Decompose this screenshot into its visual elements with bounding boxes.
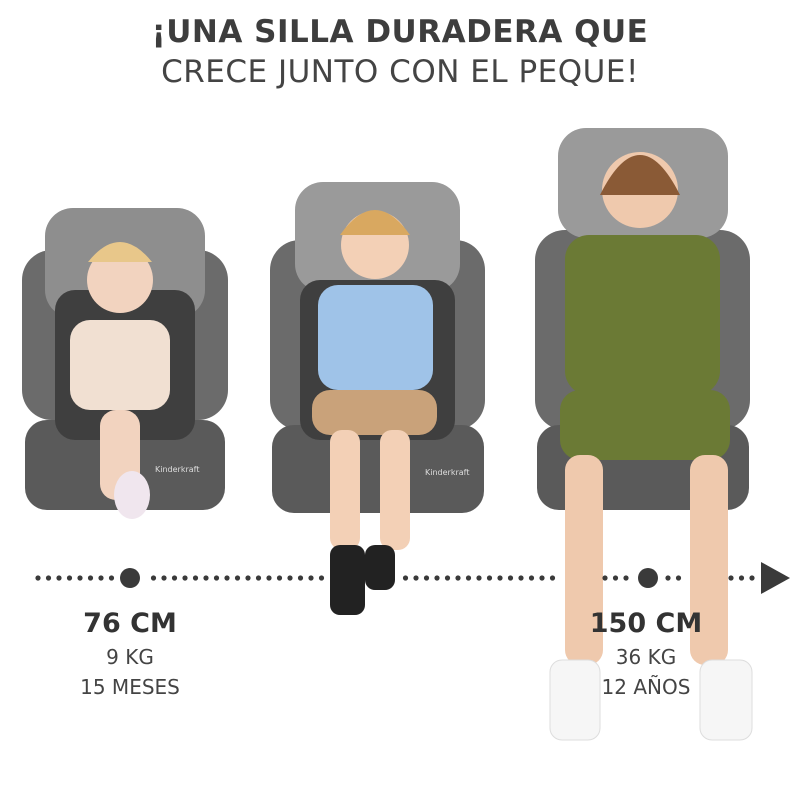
timeline-dot [171, 575, 178, 581]
timeline-dot [255, 575, 262, 581]
start-weight: 9 KG [106, 645, 154, 669]
timeline-dot [444, 575, 451, 581]
timeline-dot [77, 575, 83, 581]
timeline-dot [276, 575, 283, 581]
timeline-dot [486, 575, 493, 581]
timeline-dot [66, 575, 73, 581]
brand-logo: Kinderkraft [155, 465, 199, 474]
timeline-marker-end [638, 568, 658, 588]
timeline-dot [203, 575, 209, 581]
child-girl [549, 152, 753, 741]
timeline-dot [728, 575, 734, 581]
timeline-dot [318, 575, 325, 581]
timeline-dot [476, 575, 482, 581]
timeline-dot [213, 575, 220, 581]
headline-line-1: ¡UNA SILLA DURADERA QUE [151, 14, 649, 50]
timeline-dot [108, 575, 115, 581]
timeline-dot [297, 575, 304, 581]
timeline-dot [308, 575, 314, 581]
growth-timeline [35, 575, 755, 581]
start-height: 76 CM [83, 608, 177, 639]
timeline-dot [497, 575, 503, 581]
brand-logo: Kinderkraft [425, 468, 469, 477]
child-toddler [70, 242, 170, 519]
triangle-right-icon [761, 562, 790, 594]
timeline-dot [234, 575, 241, 581]
timeline-dot [245, 575, 251, 581]
timeline-dot [623, 575, 629, 581]
timeline-dot [150, 575, 157, 581]
timeline-dot [465, 575, 472, 581]
timeline-dot [56, 575, 62, 581]
timeline-dot [224, 575, 230, 581]
timeline-dot [675, 575, 682, 581]
end-height: 150 CM [589, 608, 703, 639]
timeline-dot [549, 575, 556, 581]
stat-end: 150 CM 36 KG 12 AÑOS [536, 608, 756, 699]
timeline-dot [612, 575, 619, 581]
timeline-dot [45, 575, 52, 581]
timeline-dot [749, 575, 755, 581]
timeline-dot [35, 575, 41, 581]
end-age: 12 AÑOS [601, 675, 691, 699]
timeline-dot [455, 575, 461, 581]
timeline-dot [98, 575, 104, 581]
timeline-dot [507, 575, 514, 581]
timeline-dot [87, 575, 94, 581]
timeline-dot [192, 575, 199, 581]
timeline-dot [266, 575, 272, 581]
timeline-dot [161, 575, 167, 581]
timeline-dot [182, 575, 188, 581]
start-age: 15 MESES [80, 675, 180, 699]
timeline-dot [402, 575, 409, 581]
timeline-dot [602, 575, 608, 581]
timeline-dot [738, 575, 745, 581]
end-weight: 36 KG [615, 645, 677, 669]
timeline-dot [287, 575, 293, 581]
timeline-dot [528, 575, 535, 581]
timeline-dot [518, 575, 524, 581]
timeline-dot [434, 575, 440, 581]
headline-line-2: CRECE JUNTO CON EL PEQUE! [161, 54, 639, 90]
timeline-dot [665, 575, 671, 581]
stat-start: 76 CM 9 KG 15 MESES [20, 608, 240, 699]
timeline-dot [413, 575, 419, 581]
timeline-marker-start [120, 568, 140, 588]
timeline-dot [423, 575, 430, 581]
timeline-dot [539, 575, 545, 581]
child-boy [312, 210, 437, 615]
